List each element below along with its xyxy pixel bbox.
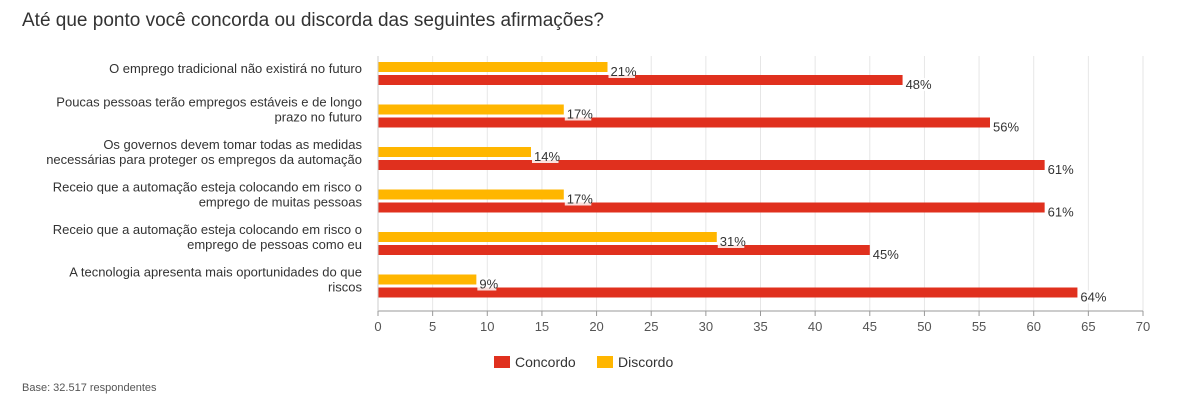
data-label-background xyxy=(870,248,898,261)
x-tick-label: 10 xyxy=(480,319,494,334)
data-label-background xyxy=(564,107,592,121)
legend-label: Discordo xyxy=(618,354,673,370)
data-label-background xyxy=(717,235,745,248)
discordo-value-label: 17% xyxy=(567,107,593,122)
category-label: Receio que a automação esteja colocando … xyxy=(53,180,362,195)
discordo-bar xyxy=(378,274,477,285)
concordo-value-label: 48% xyxy=(906,77,932,92)
category-label: emprego de pessoas como eu xyxy=(187,237,362,252)
x-tick-label: 35 xyxy=(753,319,767,334)
concordo-value-label: 56% xyxy=(993,120,1019,135)
chart-title: Até que ponto você concorda ou discorda … xyxy=(22,10,604,31)
x-tick-label: 5 xyxy=(429,319,436,334)
discordo-value-label: 31% xyxy=(720,234,746,249)
discordo-bar xyxy=(378,104,564,115)
legend-swatch xyxy=(494,356,510,368)
x-axis: 0 5 10 15 20 25 30 35 40 45 50 55 60 65 70 xyxy=(374,56,1150,334)
x-tick-label: 40 xyxy=(808,319,822,334)
concordo-bar xyxy=(378,202,1045,213)
category-label: Os governos devem tomar todas as medidas xyxy=(103,137,362,152)
x-tick-label: 65 xyxy=(1081,319,1095,334)
x-tick-label: 55 xyxy=(972,319,986,334)
category-label: emprego de muitas pessoas xyxy=(199,195,363,210)
category-label: necessárias para proteger os empregos da… xyxy=(46,152,362,167)
data-label-background xyxy=(903,78,931,91)
concordo-bar xyxy=(378,287,1078,298)
discordo-bar xyxy=(378,147,531,157)
data-label-background xyxy=(991,120,1018,134)
footnote: Base: 32.517 respondentes xyxy=(22,382,157,394)
concordo-bar xyxy=(378,75,903,85)
concordo-value-label: 64% xyxy=(1080,290,1106,305)
concordo-bar xyxy=(378,117,990,128)
bars-layer xyxy=(378,62,1078,298)
labels-layer: O emprego tradicional não existirá no fu… xyxy=(46,61,1107,305)
x-tick-label: 20 xyxy=(589,319,603,334)
discordo-bar xyxy=(378,62,608,72)
category-label: O emprego tradicional não existirá no fu… xyxy=(109,61,362,76)
category-label: prazo no futuro xyxy=(275,110,362,125)
category-label: riscos xyxy=(328,280,362,295)
data-label-background xyxy=(477,277,497,291)
legend: Concordo Discordo xyxy=(494,354,673,370)
x-tick-label: 15 xyxy=(535,319,549,334)
data-label-background xyxy=(1045,163,1073,176)
concordo-bar xyxy=(378,245,870,255)
discordo-value-label: 9% xyxy=(479,277,498,292)
x-tick-label: 60 xyxy=(1026,319,1040,334)
data-label-background xyxy=(532,150,559,163)
category-label: Poucas pessoas terão empregos estáveis e… xyxy=(56,95,362,110)
x-tick-label: 0 xyxy=(374,319,381,334)
concordo-value-label: 45% xyxy=(873,247,899,262)
legend-swatch xyxy=(597,356,613,368)
concordo-value-label: 61% xyxy=(1048,162,1074,177)
x-tick-label: 45 xyxy=(863,319,877,334)
data-label-background xyxy=(608,65,635,78)
discordo-value-label: 14% xyxy=(534,149,560,164)
data-label-background xyxy=(1078,290,1105,304)
data-label-background xyxy=(1045,205,1073,219)
discordo-bar xyxy=(378,189,564,200)
concordo-bar xyxy=(378,160,1045,170)
x-tick-label: 70 xyxy=(1136,319,1150,334)
discordo-bar xyxy=(378,232,717,242)
concordo-value-label: 61% xyxy=(1048,205,1074,220)
discordo-value-label: 17% xyxy=(567,192,593,207)
category-label: A tecnologia apresenta mais oportunidade… xyxy=(69,265,362,280)
data-label-background xyxy=(564,192,592,206)
discordo-value-label: 21% xyxy=(611,64,637,79)
grid-layer xyxy=(377,56,1144,311)
category-label: Receio que a automação esteja colocando … xyxy=(53,222,362,237)
x-tick-label: 25 xyxy=(644,319,658,334)
x-tick-label: 30 xyxy=(699,319,713,334)
legend-label: Concordo xyxy=(515,354,576,370)
x-tick-label: 50 xyxy=(917,319,931,334)
